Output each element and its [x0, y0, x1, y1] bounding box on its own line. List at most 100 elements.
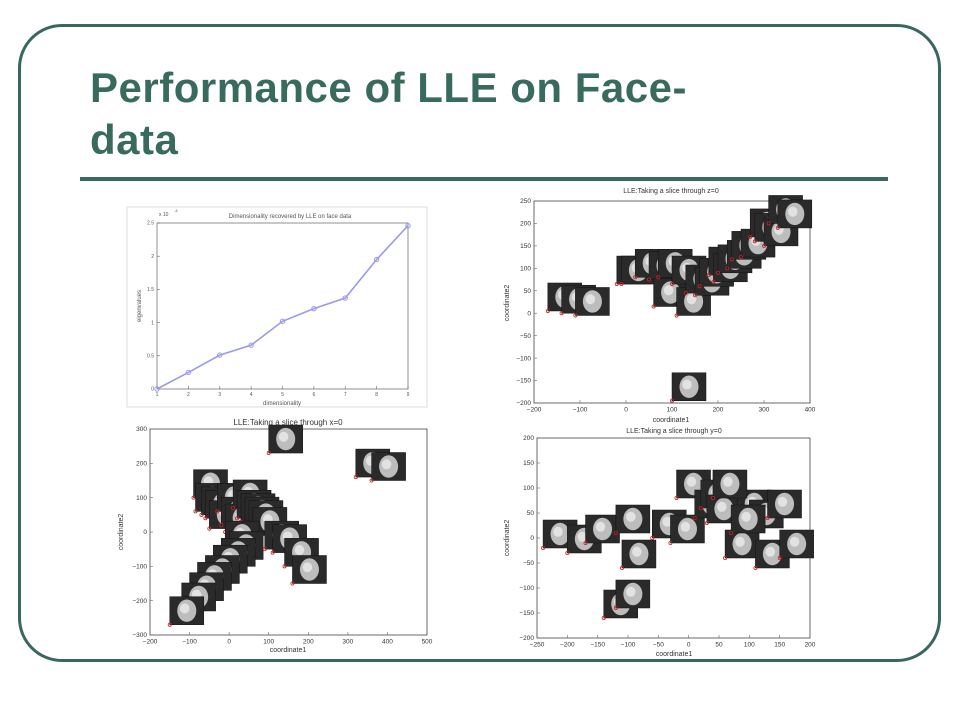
x-tick-label: 300 — [342, 639, 353, 646]
data-point-marker — [766, 221, 771, 226]
x-tick-label: 6 — [312, 392, 315, 398]
slide-title-line1: Performance of LLE on Face- — [90, 64, 687, 111]
data-point-marker — [353, 475, 358, 480]
face-thumbnail — [775, 199, 813, 230]
data-point-marker — [219, 523, 224, 528]
x-tick-label: 0 — [624, 407, 628, 414]
face-thumbnail — [266, 424, 303, 456]
y-axis-label: eigenvalues — [137, 290, 143, 322]
face-highlight — [626, 586, 636, 597]
data-point-marker — [669, 398, 674, 403]
y-tick-label: 1.5 — [147, 287, 154, 293]
data-point-marker — [619, 282, 624, 287]
x-tick-label: −100 — [573, 407, 588, 414]
x-tick-label: 100 — [744, 642, 755, 649]
data-point-marker — [711, 279, 716, 284]
slide-title: Performance of LLE on Face- data — [90, 62, 850, 166]
data-point-marker — [706, 273, 711, 278]
chart-title: LLE:Taking a slice through x=0 — [233, 418, 343, 427]
face-highlight — [682, 379, 692, 390]
x-tick-label: −150 — [590, 642, 605, 649]
data-point-marker — [207, 526, 212, 531]
y-tick-label: −50 — [520, 333, 531, 340]
y-tick-label: 100 — [520, 266, 531, 273]
data-point-marker — [646, 277, 651, 282]
data-point-marker — [290, 581, 295, 586]
face-highlight — [632, 546, 642, 557]
y-tick-label: −150 — [519, 610, 534, 617]
slice-z-chart: LLE:Taking a slice through z=0 −200 −100 0… — [504, 188, 816, 424]
data-point-marker — [167, 622, 172, 627]
data-point-marker — [601, 615, 606, 620]
data-point-marker — [729, 531, 734, 536]
face-thumbnail — [369, 452, 406, 483]
y-tick-label: 50 — [527, 510, 535, 517]
data-point-marker — [235, 516, 240, 521]
x-tick-label: 200 — [713, 407, 724, 414]
x-tick-label: 100 — [263, 639, 274, 646]
face-highlight — [585, 294, 596, 305]
face-thumbnail — [583, 514, 620, 546]
y-tick-label: 0.5 — [147, 353, 154, 359]
data-point-marker — [715, 270, 720, 275]
y-tick-label: −300 — [132, 632, 147, 639]
y-tick-label: 100 — [523, 485, 534, 492]
x-tick-label: 300 — [759, 407, 770, 414]
data-point-marker — [262, 547, 267, 552]
x-tick-label: 50 — [715, 642, 723, 649]
x-tick-label: 8 — [375, 392, 378, 398]
face-highlight — [662, 516, 672, 527]
x-axis-label: coordinate1 — [653, 417, 690, 424]
data-point-marker — [614, 282, 619, 287]
data-point — [217, 352, 223, 358]
slice-y-chart: LLE:Taking a slice through y=0 −250 −200−… — [504, 428, 816, 658]
data-point-marker — [583, 541, 588, 546]
data-point-marker — [729, 257, 734, 262]
face-thumbnail — [669, 372, 707, 403]
y-tick-label: 150 — [520, 243, 531, 250]
data-point-marker — [619, 565, 624, 570]
y-tick-label: 0 — [151, 387, 154, 393]
x-tick-label: −250 — [530, 642, 545, 649]
x-tick-label: −200 — [527, 407, 542, 414]
face-thumbnail — [710, 469, 748, 501]
slide-frame — [18, 24, 941, 662]
face-thumbnail — [729, 504, 766, 536]
y-tick-label: 300 — [136, 426, 147, 433]
data-point-marker — [775, 225, 780, 230]
data-point-marker — [753, 565, 758, 570]
data-point-marker — [231, 505, 236, 510]
data-point-marker — [650, 536, 655, 541]
data-point-marker — [215, 509, 220, 514]
data-point-marker — [704, 521, 709, 526]
data-point-marker — [282, 564, 287, 569]
chart-title: Dimensionality recovered by LLE on face … — [229, 214, 352, 220]
y-axis-label: coordinate2 — [118, 514, 125, 551]
data-point-marker — [541, 546, 546, 551]
y-tick-label: −150 — [516, 378, 531, 385]
face-thumbnail — [573, 287, 610, 318]
chart-title: LLE:Taking a slice through z=0 — [623, 188, 719, 195]
data-point-marker — [199, 512, 204, 517]
data-point-marker — [710, 496, 715, 501]
face-highlight — [302, 562, 313, 573]
data-point — [311, 305, 317, 312]
data-point-marker — [270, 550, 275, 555]
x-tick-label: −50 — [653, 642, 664, 649]
y-tick-label: −200 — [132, 598, 147, 605]
data-point — [154, 386, 160, 392]
face-highlight — [680, 521, 691, 532]
face-highlight — [381, 459, 392, 470]
face-highlight — [663, 285, 674, 296]
y-tick-label: −200 — [519, 635, 534, 642]
face-highlight — [626, 511, 636, 522]
face-highlight — [723, 476, 733, 487]
y-tick-label: 100 — [136, 495, 147, 502]
y-tick-label: 0 — [143, 529, 147, 536]
y-tick-label: −100 — [519, 585, 534, 592]
x-tick-label: 0 — [227, 639, 231, 646]
data-point-marker — [668, 541, 673, 546]
exponent-label: x 10 — [159, 212, 169, 218]
y-axis-label: coordinate2 — [504, 285, 511, 322]
x-tick-label: 400 — [382, 639, 393, 646]
